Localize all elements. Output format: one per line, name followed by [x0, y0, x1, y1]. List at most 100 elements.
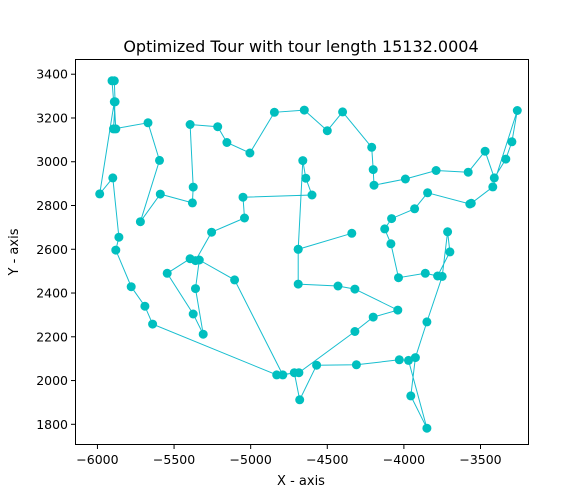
tour-point: [380, 224, 390, 234]
tour-point: [294, 368, 304, 378]
tour-point: [272, 370, 282, 380]
tour-point: [188, 182, 198, 192]
tour-point: [295, 395, 305, 405]
tour-point: [351, 360, 361, 370]
tour-point: [512, 106, 522, 115]
tour-point: [299, 105, 309, 115]
tour-point: [400, 174, 410, 184]
tour-point: [422, 423, 432, 433]
tour-point: [108, 173, 118, 183]
x-tick-label: −5500: [153, 452, 195, 467]
tour-point: [230, 275, 240, 285]
tour-point: [465, 199, 475, 209]
y-tick-label: 3200: [36, 110, 68, 125]
tour-point: [188, 309, 198, 319]
tour-point: [140, 301, 150, 311]
tour-point: [245, 148, 255, 158]
tour-point: [423, 188, 433, 198]
tour-point: [501, 154, 511, 164]
tour-point: [387, 214, 397, 224]
tour-point: [368, 312, 378, 322]
y-ticks: 1800 2000 2200 2400 2600 2800 3000 3200 3400: [36, 67, 76, 432]
tour-point: [298, 156, 308, 166]
tour-point: [410, 353, 420, 363]
tour-point: [111, 245, 121, 255]
tour-point: [187, 198, 197, 208]
y-axis-label: Y - axis: [7, 228, 22, 276]
tour-point: [162, 268, 172, 278]
tour-point: [191, 284, 200, 294]
tour-point: [463, 167, 473, 177]
tour-point: [307, 190, 317, 200]
plot-frame: [75, 59, 529, 445]
tour-point: [422, 317, 432, 327]
tour-line: [98, 80, 518, 429]
tour-point: [369, 180, 379, 190]
tour-point: [507, 137, 517, 147]
tour-point: [410, 204, 420, 214]
tour-point: [489, 173, 499, 183]
tour-point: [322, 126, 332, 136]
tour-point: [135, 217, 145, 227]
tour-point: [207, 227, 217, 237]
tour-point: [143, 118, 153, 128]
tour-point: [443, 227, 453, 237]
x-tick-label: −6000: [76, 452, 118, 467]
tour-point: [240, 213, 249, 223]
tour-point: [406, 391, 416, 401]
tour-point: [420, 268, 430, 278]
tour-point: [109, 97, 119, 107]
x-tick-label: −5000: [230, 452, 272, 467]
tour-point: [347, 228, 357, 238]
tour-point: [394, 355, 404, 365]
x-tick-label: −4000: [383, 452, 425, 467]
x-ticks: −6000 −5500 −5000 −4500 −4000 −3500: [76, 444, 502, 467]
tour-point: [269, 107, 279, 117]
y-tick-label: 1800: [36, 417, 68, 432]
tour-point: [155, 155, 164, 165]
tour-point: [238, 192, 248, 202]
chart-title: Optimized Tour with tour length 15132.00…: [123, 37, 478, 56]
tour-point: [386, 239, 396, 249]
tour-point: [114, 232, 124, 242]
axes: −6000 −5500 −5000 −4500 −4000 −3500 1800 2000 2…: [36, 59, 529, 467]
tour-point: [111, 124, 121, 134]
tour-point: [148, 319, 158, 329]
tour-point: [126, 282, 136, 292]
tour-point: [185, 120, 195, 129]
tour-point: [155, 189, 165, 199]
tour-point: [488, 182, 498, 192]
tour-point: [107, 76, 117, 86]
y-tick-label: 2400: [36, 286, 68, 301]
y-tick-label: 2000: [36, 373, 68, 388]
tour-point: [367, 142, 377, 152]
y-tick-label: 2600: [36, 242, 68, 257]
plot-area: [95, 76, 522, 433]
tour-point: [293, 279, 303, 289]
tour-point: [431, 166, 441, 175]
x-tick-label: −3500: [459, 452, 501, 467]
tour-point: [350, 327, 360, 336]
tour-point: [333, 281, 343, 291]
tour-point: [312, 360, 322, 370]
tour-point: [350, 284, 360, 294]
y-tick-label: 3400: [36, 67, 68, 82]
x-axis-label: X - axis: [277, 474, 325, 489]
tour-point: [95, 189, 105, 199]
tour-point: [293, 244, 303, 254]
tour-point: [368, 165, 378, 175]
tour-point: [301, 173, 311, 183]
tour-point: [480, 146, 490, 156]
y-tick-label: 2200: [36, 329, 68, 344]
tour-point: [222, 138, 232, 147]
tour-point: [198, 329, 208, 339]
tour-point: [437, 271, 447, 281]
tour-point: [393, 305, 403, 315]
tour-point: [404, 355, 413, 365]
y-tick-label: 2800: [36, 198, 68, 213]
tour-point: [191, 256, 200, 266]
tour-point: [338, 107, 348, 117]
tour-point: [445, 247, 455, 257]
